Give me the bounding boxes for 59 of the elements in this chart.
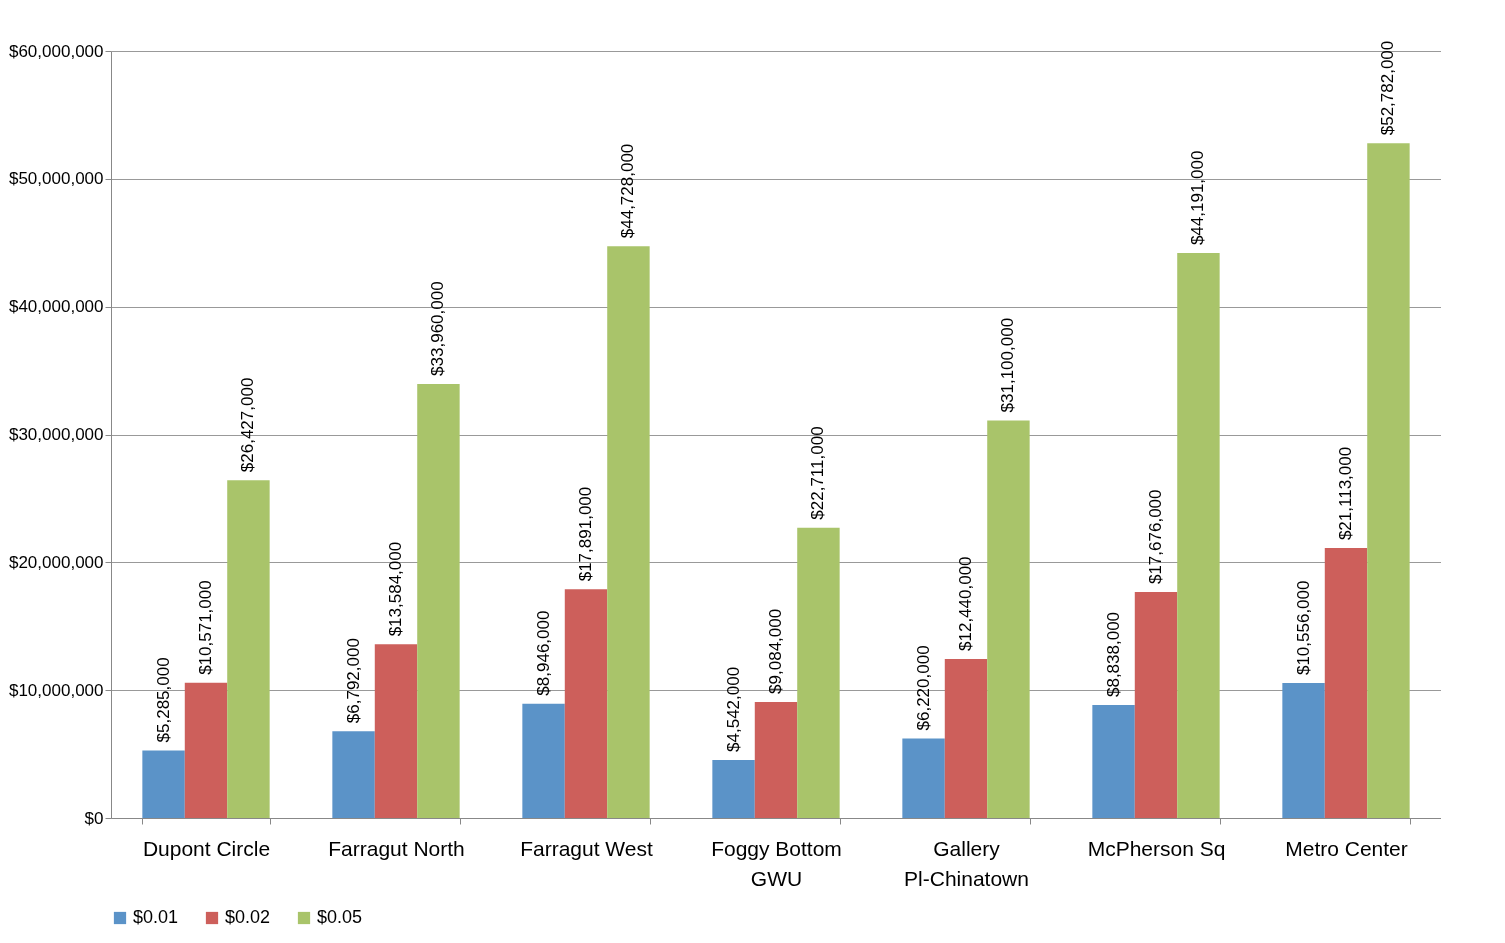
bar — [607, 246, 650, 818]
x-tick-label: Dupont Circle — [142, 836, 271, 860]
data-label: $9,084,000 — [766, 608, 785, 694]
bar — [987, 420, 1030, 818]
data-label: $4,542,000 — [723, 666, 743, 752]
bar — [797, 527, 840, 818]
bar — [1092, 705, 1135, 818]
bar — [1177, 253, 1220, 818]
bar — [564, 589, 608, 818]
data-label: $33,960,000 — [428, 281, 448, 376]
y-tick-label: $40,000,000 — [8, 297, 104, 317]
x-tick-label: Farragut North — [328, 836, 465, 860]
data-label: $12,440,000 — [956, 556, 975, 651]
data-label: $8,946,000 — [533, 610, 553, 696]
legend-label: $0.05 — [317, 907, 363, 927]
bar — [142, 750, 185, 818]
legend-label: $0.02 — [225, 907, 271, 927]
y-tick-label: $30,000,000 — [8, 425, 104, 444]
x-tick-label: Farragut West — [520, 836, 653, 860]
data-label: $10,556,000 — [1293, 580, 1313, 676]
x-tick-label: Foggy Bottom GWU — [711, 836, 842, 890]
bar — [374, 644, 418, 818]
x-tick-label: Metro Center — [1285, 836, 1408, 860]
data-label: $22,711,000 — [808, 426, 828, 520]
bar — [1324, 548, 1368, 818]
bar — [902, 738, 945, 818]
data-label: $44,728,000 — [618, 143, 638, 239]
y-tick-label: $20,000,000 — [8, 552, 104, 572]
y-tick-label: $0 — [84, 808, 104, 828]
x-tick-label: McPherson Sq — [1087, 836, 1226, 860]
data-label: $6,220,000 — [913, 645, 933, 731]
data-label: $44,191,000 — [1188, 150, 1208, 246]
bar — [184, 682, 228, 818]
bar — [754, 701, 798, 818]
legend-label: $0.01 — [133, 907, 179, 927]
bar — [944, 658, 988, 818]
data-label: $21,113,000 — [1336, 446, 1355, 541]
data-label: $6,792,000 — [343, 638, 363, 724]
y-tick-label: $60,000,000 — [8, 41, 104, 61]
data-label: $52,782,000 — [1378, 40, 1398, 136]
data-label: $8,838,000 — [1103, 611, 1123, 698]
y-tick-label: $50,000,000 — [8, 169, 104, 189]
data-label: $13,584,000 — [386, 541, 405, 637]
bar — [712, 759, 755, 818]
bar — [522, 703, 565, 818]
bar — [1282, 683, 1325, 818]
bar — [417, 383, 460, 818]
data-label: $26,427,000 — [238, 377, 258, 473]
y-tick-label: $10,000,000 — [8, 680, 104, 700]
bar — [1367, 143, 1410, 818]
x-tick-label: Gallery Pl-Chinatown — [904, 836, 1029, 890]
bar — [332, 731, 375, 818]
data-label: $17,676,000 — [1146, 489, 1165, 585]
bar — [1134, 592, 1178, 818]
bar — [227, 480, 270, 818]
data-label: $31,100,000 — [998, 317, 1018, 413]
data-label: $10,571,000 — [196, 580, 215, 675]
data-label: $5,285,000 — [153, 657, 173, 743]
data-label: $17,891,000 — [576, 486, 595, 582]
